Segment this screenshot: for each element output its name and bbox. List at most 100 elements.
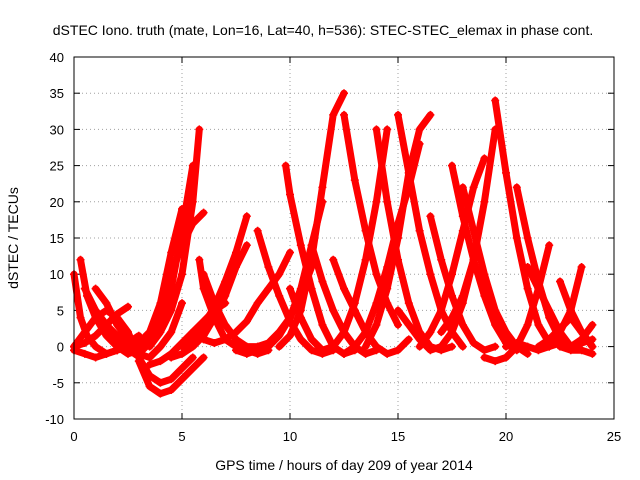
data-point [232,346,240,355]
data-series [307,241,381,358]
data-point [383,125,392,134]
data-point [512,338,521,347]
data-point [210,299,219,308]
data-point [426,110,435,119]
data-point [178,270,186,279]
data-point [469,338,478,347]
data-point [80,328,89,337]
data-point [491,96,500,105]
data-series [502,262,586,355]
data-point [296,335,305,344]
data-point [178,364,186,373]
data-point [566,306,575,315]
data-point [91,342,100,351]
data-series [70,342,132,362]
data-point [188,197,197,206]
data-point [221,277,230,286]
data-point [394,255,402,264]
data-point [296,241,305,250]
x-tick-label: 5 [178,429,185,444]
data-point [91,353,100,362]
data-point [448,342,456,351]
data-point [556,328,564,337]
data-point [426,212,435,221]
data-point [372,197,381,206]
data-point [296,313,305,322]
data-point [167,386,176,395]
data-point [167,328,176,337]
data-point [458,183,467,192]
data-point [523,349,532,358]
data-point [480,291,489,300]
data-point [502,328,510,337]
data-point [372,320,381,329]
data-point [156,342,165,351]
data-point [361,226,370,235]
data-point [372,299,381,308]
data-point [188,353,197,362]
data-point [394,346,402,355]
data-series [491,96,554,347]
data-point [76,313,85,322]
data-point [577,328,586,337]
data-point [340,349,348,358]
data-point [588,349,597,358]
data-point [480,353,489,362]
data-point [318,346,327,355]
data-point [469,255,478,264]
data-point [167,248,176,257]
data-point [415,226,424,235]
y-tick-label: 25 [50,159,64,174]
data-point [253,226,262,235]
data-point [275,291,284,300]
y-tick-label: -5 [52,376,64,391]
data-point [286,313,294,322]
data-point [242,317,251,326]
plot-frame [73,56,615,420]
data-point [188,219,197,228]
data-point [167,270,176,279]
data-point [545,306,554,315]
data-point [512,183,521,192]
data-point [329,110,338,119]
data-point [318,277,327,286]
data-point [448,291,456,300]
data-point [145,382,154,391]
data-series [134,353,208,398]
data-point [523,234,532,242]
data-point [178,226,186,235]
data-point [415,125,424,134]
data-point [124,328,132,337]
data-point [102,320,111,329]
data-point [188,342,197,351]
data-point [210,313,219,322]
data-point [156,328,165,337]
y-axis-label: dSTEC / TECUs [5,187,21,289]
data-point [340,284,348,293]
data-point [178,375,186,384]
data-point [469,226,478,235]
data-series [426,212,500,355]
data-point [523,342,532,351]
data-point [281,161,290,170]
data-point [372,270,381,279]
data-point [307,346,316,355]
series-line [556,277,596,351]
data-point [307,335,316,344]
data-point [350,306,359,315]
data-point [491,320,500,329]
data-point [480,270,489,279]
data-point [178,299,186,308]
data-point [394,320,402,329]
data-point [415,342,424,351]
data-point [340,328,348,337]
data-point [404,168,413,177]
data-point [448,270,456,279]
data-point [577,262,586,271]
data-point [426,270,435,279]
data-point [264,262,273,271]
data-point [437,328,446,337]
data-point [480,154,489,163]
data-point [167,375,176,384]
